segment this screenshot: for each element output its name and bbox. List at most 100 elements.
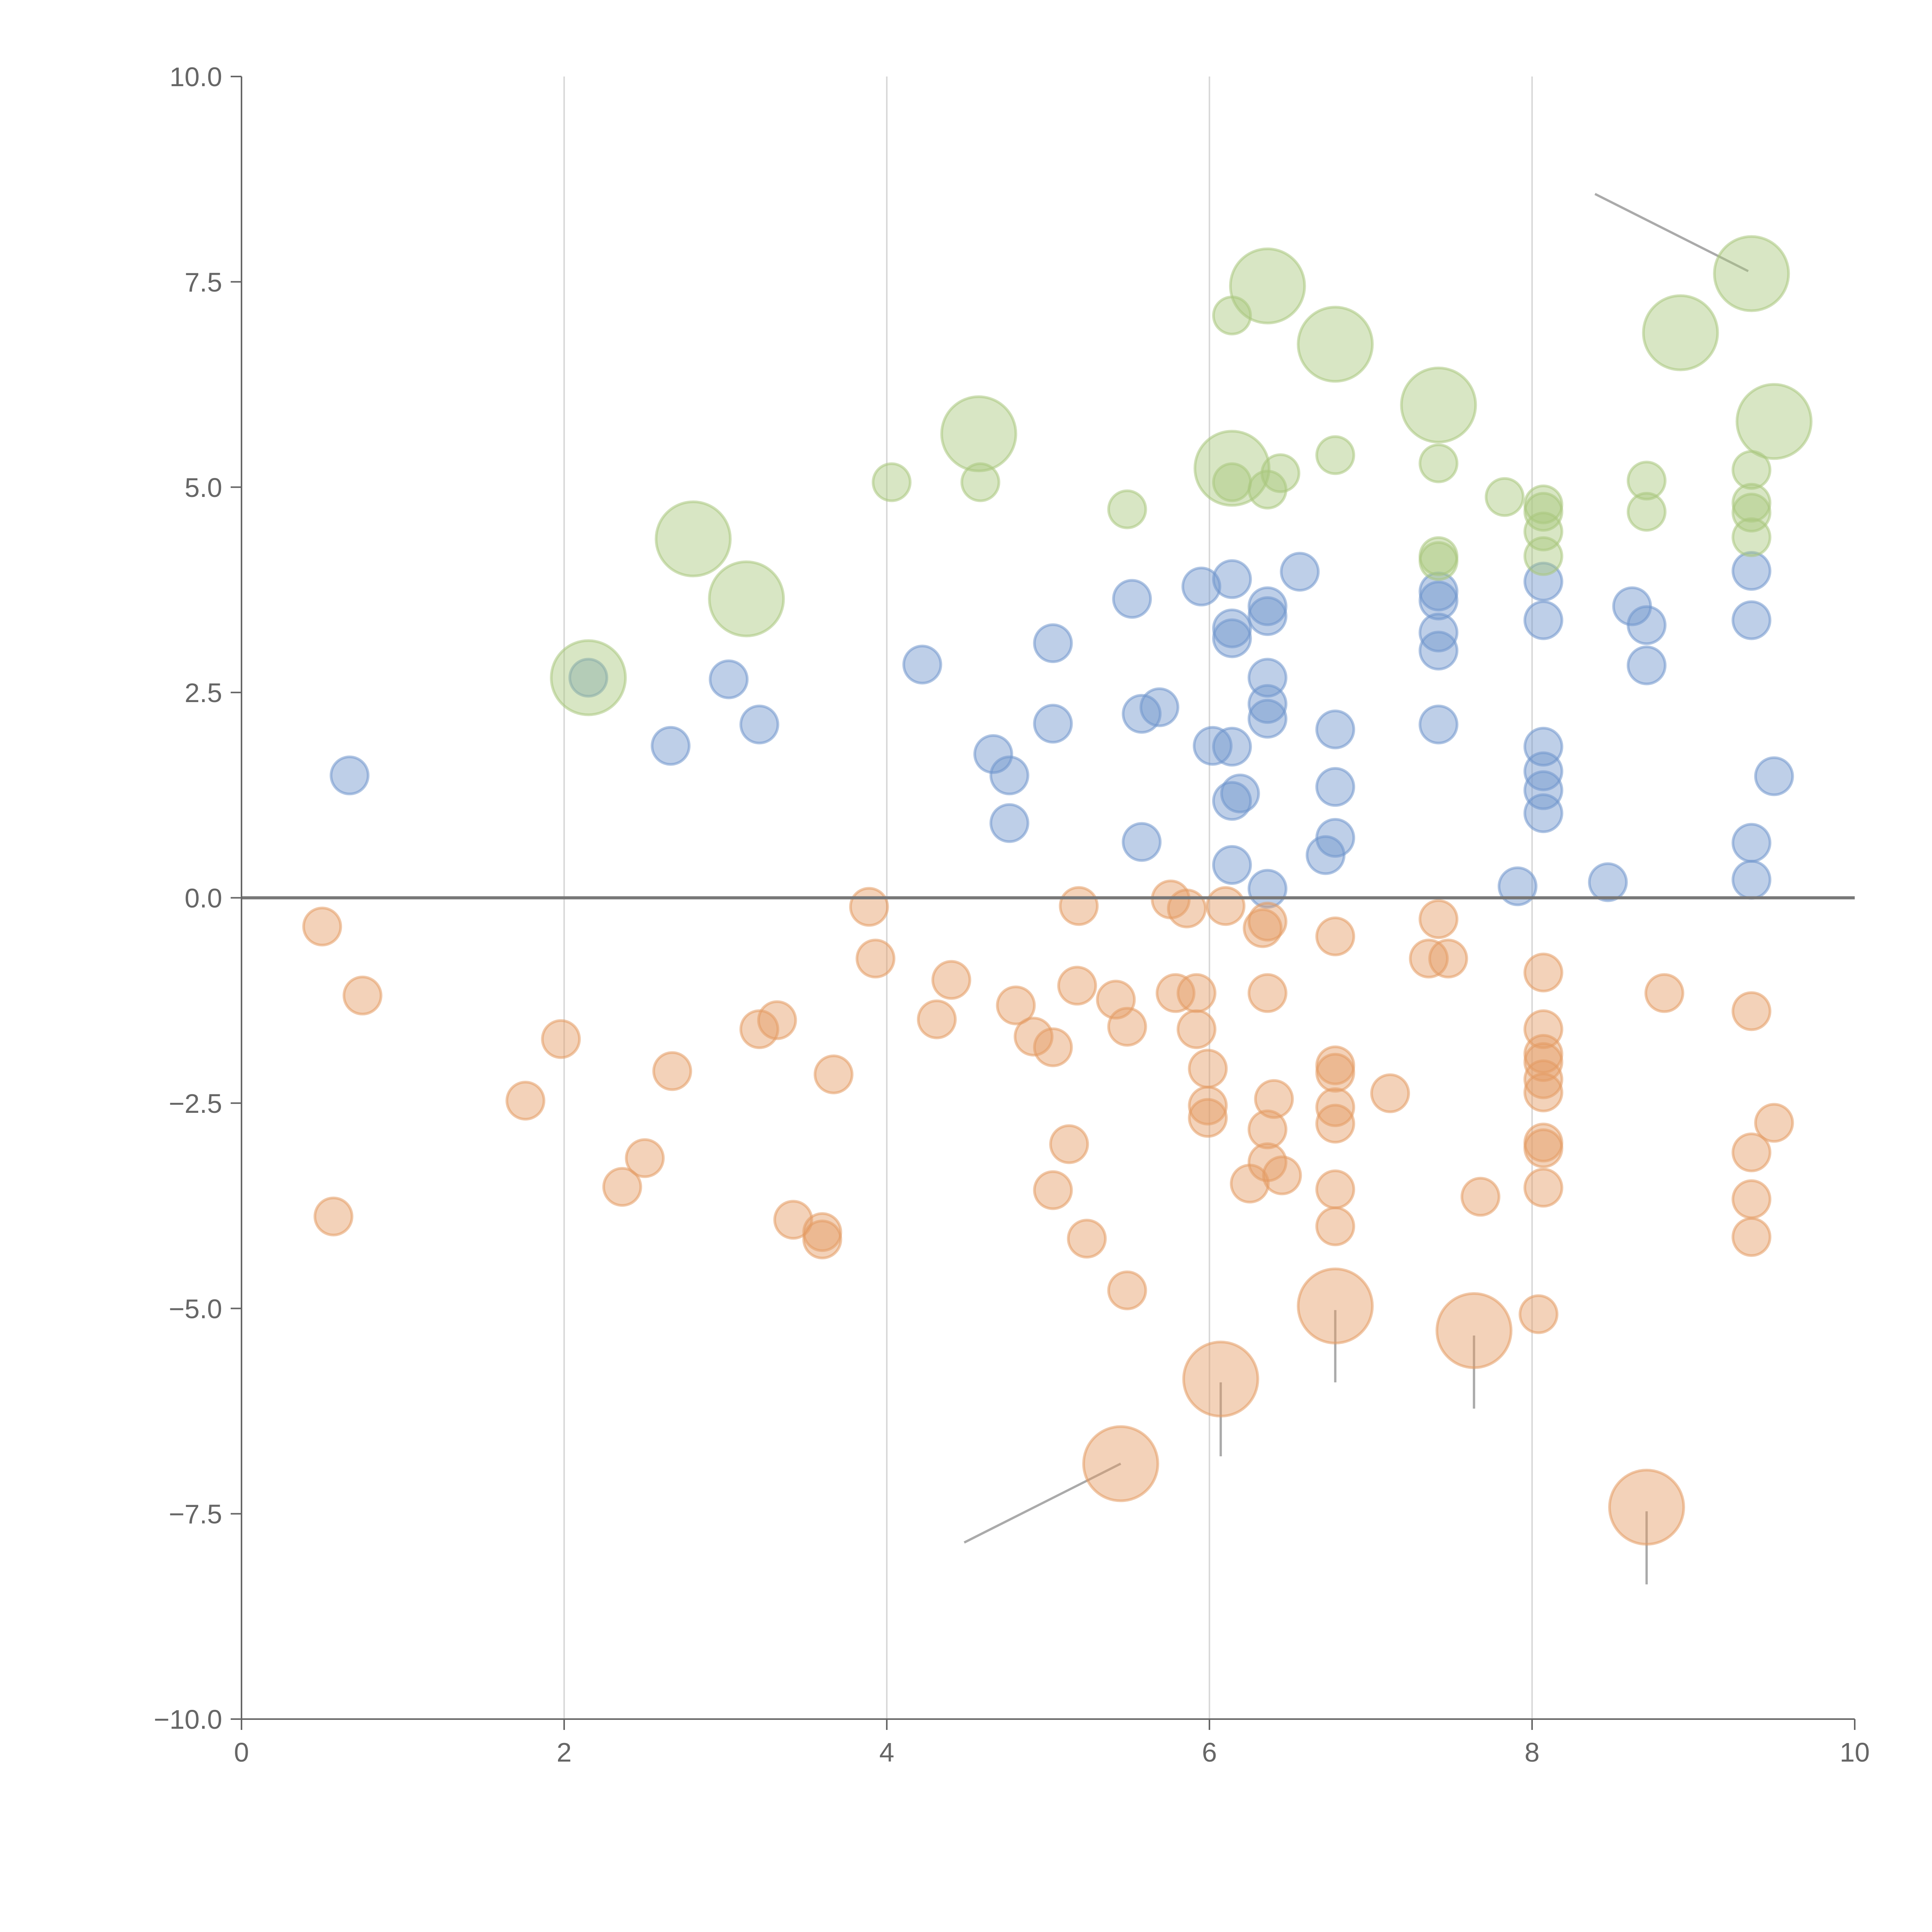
data-point-orange bbox=[1731, 1132, 1772, 1172]
data-point-green bbox=[960, 462, 1000, 502]
data-point-orange bbox=[505, 1080, 546, 1121]
data-point-blue bbox=[1112, 579, 1152, 619]
data-point-orange bbox=[802, 1219, 842, 1260]
data-point-green bbox=[1713, 235, 1790, 312]
data-point-green bbox=[1418, 541, 1459, 581]
data-point-orange bbox=[625, 1138, 665, 1178]
data-point-orange bbox=[1067, 1219, 1107, 1259]
x-tick-label: 10 bbox=[1840, 1737, 1870, 1767]
data-point-orange bbox=[1315, 1104, 1355, 1144]
data-point-blue bbox=[1280, 552, 1320, 592]
data-point-blue bbox=[1731, 860, 1772, 900]
leader-line bbox=[1594, 193, 1749, 272]
x-tick-label: 4 bbox=[879, 1737, 895, 1767]
data-point-green bbox=[1523, 536, 1563, 576]
data-point-orange bbox=[1033, 1170, 1073, 1210]
data-point-orange bbox=[1315, 1087, 1355, 1128]
y-tick-label: 5.0 bbox=[185, 473, 222, 503]
data-point-blue bbox=[1220, 774, 1260, 814]
data-point-blue bbox=[1247, 596, 1287, 636]
data-point-green bbox=[1107, 489, 1147, 529]
data-point-orange bbox=[302, 906, 342, 947]
data-point-orange bbox=[1370, 1073, 1410, 1113]
data-point-orange bbox=[1418, 899, 1459, 939]
y-tick-label: −2.5 bbox=[169, 1088, 222, 1119]
data-point-green bbox=[1260, 453, 1301, 493]
data-point-blue bbox=[1626, 605, 1667, 645]
data-point-orange bbox=[813, 1054, 854, 1094]
leader-lines bbox=[964, 193, 1749, 1585]
data-point-green bbox=[1642, 294, 1719, 371]
data-point-green bbox=[872, 462, 912, 502]
data-point-orange bbox=[1523, 1128, 1563, 1168]
data-point-orange bbox=[931, 960, 971, 1000]
data-point-green bbox=[1193, 430, 1270, 507]
data-point-blue bbox=[989, 803, 1029, 843]
x-tick-label: 0 bbox=[234, 1737, 249, 1767]
data-point-blue bbox=[1418, 704, 1459, 745]
data-point-blue bbox=[1247, 699, 1287, 739]
data-point-blue bbox=[1315, 709, 1355, 750]
data-point-green bbox=[550, 639, 627, 716]
data-point-orange bbox=[1644, 973, 1684, 1013]
data-point-blue bbox=[1212, 608, 1252, 648]
leader-line bbox=[964, 1463, 1121, 1544]
data-point-green bbox=[1400, 366, 1477, 444]
data-point-blue bbox=[1212, 845, 1252, 885]
data-point-orange bbox=[1754, 1103, 1794, 1143]
data-point-orange bbox=[1731, 1217, 1772, 1257]
data-point-green bbox=[708, 560, 785, 638]
data-point-orange bbox=[1247, 1109, 1287, 1150]
data-point-blue bbox=[989, 755, 1029, 796]
data-point-orange bbox=[1519, 1294, 1559, 1334]
data-point-orange bbox=[1262, 1155, 1302, 1196]
data-point-orange bbox=[1206, 886, 1246, 926]
data-point-orange bbox=[739, 1009, 779, 1049]
data-point-blue bbox=[1523, 770, 1563, 810]
series-blue bbox=[330, 551, 1794, 909]
data-point-blue bbox=[1212, 559, 1252, 599]
data-point-blue bbox=[1418, 571, 1459, 612]
data-point-orange bbox=[917, 999, 957, 1039]
data-point-orange bbox=[1247, 901, 1287, 942]
data-point-blue bbox=[1181, 566, 1221, 607]
axes: 0 2 4 6 8 10 10.0 7.5 5.0 2.5 0.0 −2.5 −5.0 −7.5 −10.0 bbox=[154, 62, 1870, 1767]
data-point-blue bbox=[1588, 862, 1628, 902]
data-point-orange bbox=[1247, 973, 1287, 1013]
data-point-orange bbox=[1049, 1124, 1089, 1164]
data-point-orange bbox=[1315, 916, 1355, 956]
data-point-blue bbox=[330, 755, 370, 796]
data-point-blue bbox=[973, 734, 1014, 774]
data-point-blue bbox=[1754, 756, 1794, 796]
data-point-blue bbox=[1731, 600, 1772, 640]
data-point-orange bbox=[1167, 888, 1207, 929]
series-green bbox=[550, 235, 1813, 716]
data-point-green bbox=[940, 395, 1017, 473]
y-tick-label: 0.0 bbox=[185, 883, 222, 913]
data-point-blue bbox=[739, 704, 779, 745]
y-tick-label: 2.5 bbox=[185, 678, 222, 708]
data-point-orange bbox=[1188, 1085, 1228, 1126]
data-point-orange bbox=[1155, 973, 1196, 1013]
data-point-orange bbox=[652, 1051, 692, 1091]
data-point-blue bbox=[651, 726, 691, 766]
data-point-blue bbox=[1418, 631, 1459, 671]
data-point-orange bbox=[1014, 1017, 1054, 1057]
data-point-blue bbox=[1247, 684, 1287, 724]
series-orange bbox=[302, 879, 1794, 1546]
data-point-orange bbox=[1254, 1079, 1294, 1119]
data-point-blue bbox=[568, 658, 609, 698]
data-point-orange bbox=[1057, 966, 1097, 1006]
data-point-orange bbox=[1435, 1292, 1513, 1369]
data-point-orange bbox=[757, 1000, 797, 1040]
data-point-orange bbox=[1523, 1059, 1563, 1099]
data-point-orange bbox=[1082, 1425, 1159, 1502]
data-point-orange bbox=[1608, 1469, 1685, 1546]
data-point-orange bbox=[1177, 1009, 1217, 1049]
data-point-orange bbox=[1182, 1340, 1259, 1418]
data-points bbox=[302, 235, 1813, 1546]
data-point-blue bbox=[709, 659, 749, 699]
data-point-orange bbox=[313, 1196, 354, 1236]
data-point-green bbox=[1297, 306, 1374, 383]
data-point-blue bbox=[1731, 551, 1772, 591]
